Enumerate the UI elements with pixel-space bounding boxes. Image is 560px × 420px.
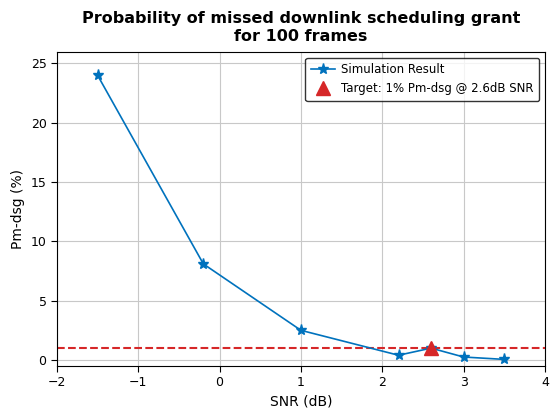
X-axis label: SNR (dB): SNR (dB)	[270, 395, 332, 409]
Y-axis label: Pm-dsg (%): Pm-dsg (%)	[11, 169, 25, 249]
Simulation Result	[395, 353, 402, 358]
Simulation Result	[94, 73, 101, 78]
Simulation Result	[200, 261, 207, 266]
Simulation Result	[297, 328, 304, 333]
Line: Simulation Result: Simulation Result	[92, 70, 510, 365]
Simulation Result	[460, 354, 467, 360]
Legend: Simulation Result, Target: 1% Pm-dsg @ 2.6dB SNR: Simulation Result, Target: 1% Pm-dsg @ 2…	[305, 58, 539, 101]
Simulation Result	[428, 346, 435, 351]
Simulation Result	[501, 357, 508, 362]
Title: Probability of missed downlink scheduling grant
for 100 frames: Probability of missed downlink schedulin…	[82, 11, 520, 44]
